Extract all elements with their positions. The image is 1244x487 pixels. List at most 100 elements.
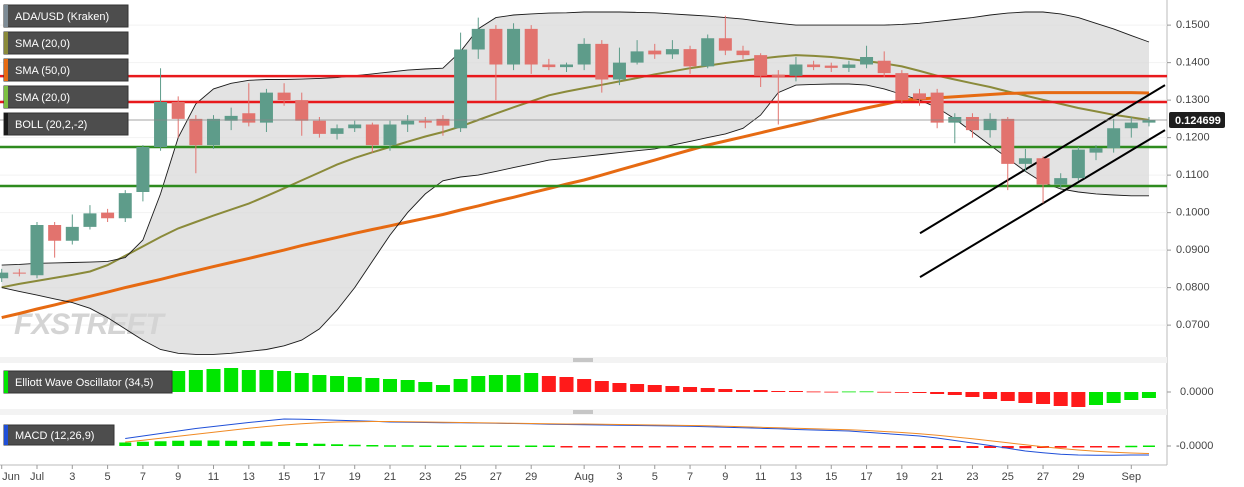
oscillator-bar (1089, 392, 1103, 405)
candle-body (648, 50, 662, 55)
macd-line (125, 421, 1150, 454)
oscillator-bar (859, 391, 874, 393)
oscillator-bar (294, 373, 309, 392)
oscillator-bar (471, 376, 486, 392)
oscillator-bar (806, 391, 821, 393)
macd-histogram-bar (1072, 446, 1085, 448)
macd-histogram-bar (666, 446, 679, 448)
candle-body (930, 92, 944, 123)
candle-body (1001, 118, 1015, 164)
x-tick-label: 13 (243, 471, 255, 483)
watermark: FXSTREET (14, 308, 166, 341)
oscillator-bar (983, 392, 998, 399)
macd-histogram-bar (436, 445, 449, 447)
x-tick-label: 3 (69, 471, 75, 483)
y-tick-label: 0.0900 (1176, 244, 1210, 256)
oscillator-bar (647, 385, 662, 392)
macd-histogram-bar (719, 446, 732, 448)
moving-average (1, 54, 1150, 289)
oscillator-bar (1018, 392, 1033, 403)
x-tick-label: 17 (860, 471, 872, 483)
candle-body (683, 49, 697, 67)
x-tick-label: 19 (896, 471, 908, 483)
panel-separator (0, 357, 1167, 363)
oscillator-bar (435, 385, 450, 392)
x-tick-label: 21 (931, 471, 943, 483)
legend-swatch (4, 59, 8, 81)
macd-histogram-bar (648, 446, 661, 448)
oscillator-bar (877, 391, 892, 393)
macd-histogram-bar (701, 446, 714, 448)
oscillator-bar (312, 375, 327, 392)
y-tick-label: 0.0000 (1180, 386, 1214, 398)
candle-body (136, 147, 150, 192)
panel-title: MACD (12,26,9) (15, 430, 94, 442)
macd-histogram-bar (1125, 445, 1138, 448)
oscillator-bar (383, 379, 397, 392)
candle-body (965, 117, 979, 131)
macd-histogram-bar (136, 441, 149, 446)
y-tick-label: 0.1300 (1176, 94, 1210, 106)
oscillator-bar (841, 391, 856, 393)
last-price-label: 0.124699 (1175, 115, 1221, 127)
macd-line (125, 418, 1149, 456)
macd-histogram-bar (1142, 445, 1155, 447)
legend-label: SMA (50,0) (15, 65, 70, 77)
oscillator-bar (1053, 392, 1068, 406)
candle-body (718, 38, 732, 51)
candle-body (383, 124, 397, 146)
macd-histogram-bar (154, 441, 167, 446)
macd-histogram-bar (454, 445, 467, 447)
candle-body (454, 49, 468, 129)
macd-histogram-bar (825, 446, 838, 448)
candle-body (401, 120, 415, 125)
macd-histogram-bar (366, 445, 379, 447)
candle-body (1036, 158, 1050, 185)
oscillator-bar (400, 380, 415, 392)
macd-histogram-bar (631, 446, 644, 448)
macd-histogram-bar (1001, 446, 1014, 449)
macd-histogram-bar (119, 442, 132, 446)
legend-swatch (4, 113, 8, 135)
candle-body (630, 51, 644, 63)
x-tick-label: 7 (140, 471, 146, 483)
macd-histogram-bar (207, 440, 220, 446)
macd-histogram-bar (419, 445, 432, 447)
legend-label: ADA/USD (Kraken) (15, 11, 109, 23)
candle-body (824, 65, 838, 68)
candle-body (1071, 149, 1085, 179)
oscillator-bar (577, 379, 592, 392)
candle-body (101, 212, 115, 219)
panel-separator (0, 409, 1167, 415)
legend-label: SMA (20,0) (15, 38, 70, 50)
x-tick-label: 23 (419, 471, 431, 483)
candle-body (154, 102, 168, 147)
candle-body (701, 38, 715, 67)
oscillator-bar (347, 377, 362, 392)
candle-body (736, 50, 750, 56)
oscillator-bar (524, 373, 539, 392)
x-tick-label: Sep (1122, 471, 1142, 483)
macd-histogram-bar (789, 446, 802, 448)
macd-histogram-bar (225, 440, 238, 446)
candle-body (913, 93, 926, 100)
candle-body (1089, 148, 1103, 153)
x-tick-label: 19 (349, 471, 361, 483)
macd-histogram-bar (931, 446, 944, 448)
x-tick-label: 21 (384, 471, 396, 483)
macd-histogram-bar (1054, 446, 1067, 448)
candle-body (1142, 120, 1156, 123)
legend-swatch (4, 425, 8, 445)
x-tick-label: 25 (1002, 471, 1014, 483)
macd-histogram-bar (807, 446, 820, 448)
candle-body (330, 128, 344, 134)
legend-swatch (4, 5, 8, 27)
candle-body (436, 118, 450, 126)
macd-histogram-bar (331, 444, 344, 446)
candle-body (30, 225, 44, 276)
oscillator-bar (824, 391, 839, 393)
oscillator-bar (506, 375, 521, 392)
macd-histogram-bar (278, 442, 291, 446)
x-tick-label: 3 (616, 471, 622, 483)
oscillator-bar (1000, 392, 1015, 401)
